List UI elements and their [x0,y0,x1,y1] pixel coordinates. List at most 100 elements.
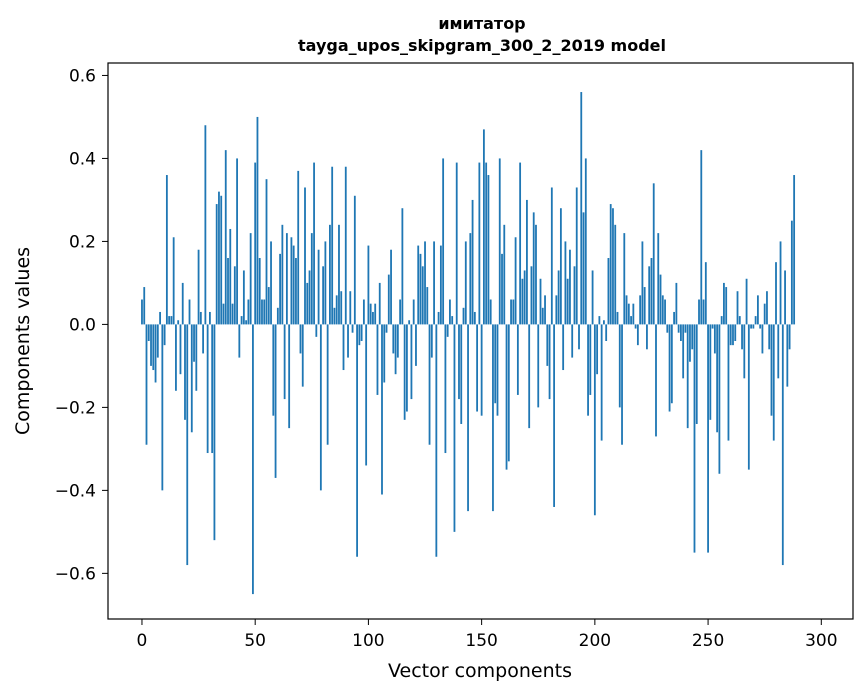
bar-230 [661,295,664,325]
x-tick-label: 200 [579,631,611,651]
bar-175 [537,324,540,408]
bar-67 [292,245,295,325]
bar-281 [777,324,780,379]
bar-207 [609,204,612,325]
bar-141 [460,324,463,424]
bar-146 [471,199,474,325]
bar-181 [550,187,553,325]
bar-188 [566,278,569,325]
bar-163 [510,299,512,325]
bar-85 [333,307,336,325]
bar-254 [716,324,719,433]
bar-238 [680,324,682,341]
bar-186 [562,324,565,371]
bar-282 [779,241,782,325]
bar-185 [559,208,562,325]
bar-40 [231,303,234,325]
bar-239 [682,324,685,379]
bar-211 [618,324,621,408]
bar-220 [639,295,642,325]
bar-16 [177,320,180,325]
bar-273 [759,324,762,329]
bar-161 [505,324,508,470]
bar-76 [313,162,315,325]
bar-227 [655,324,657,437]
bar-199 [591,270,594,325]
bar-51 [256,116,259,325]
bar-24 [195,324,198,391]
bar-147 [473,311,476,325]
bar-267 [745,278,748,325]
bar-57 [270,241,272,325]
bar-19 [184,324,186,420]
bar-95 [356,324,358,557]
bar-210 [616,311,619,325]
bar-39 [229,228,232,325]
bar-34 [218,191,220,325]
bar-37 [224,150,227,325]
bar-229 [659,274,662,325]
bar-82 [326,324,329,445]
bar-125 [424,241,426,325]
bar-127 [428,324,431,445]
chart-title: имитатор [438,14,525,33]
bar-28 [204,125,207,325]
bar-286 [788,324,791,350]
bar-160 [503,224,506,325]
bar-88 [340,291,343,325]
bar-113 [396,324,399,358]
bar-189 [569,249,571,325]
bar-63 [283,324,286,400]
bar-216 [630,316,632,325]
bar-74 [308,270,311,325]
bar-23 [193,324,195,362]
bar-228 [657,233,660,325]
bar-42 [236,158,238,325]
bar-105 [378,282,381,325]
bar-119 [410,324,413,400]
bar-243 [691,324,694,350]
bar-44 [240,316,243,325]
bar-107 [383,324,386,383]
bar-232 [666,324,669,333]
bar-142 [462,307,465,325]
bar-94 [353,195,356,325]
bar-106 [381,324,383,495]
bar-196 [584,158,587,325]
bar-78 [317,249,320,325]
bar-198 [589,324,592,395]
bar-104 [376,324,379,395]
bar-144 [467,324,469,512]
bar-221 [641,241,644,325]
bar-102 [372,311,374,325]
bar-177 [541,307,544,325]
y-tick-label: −0.6 [55,564,96,584]
bar-69 [297,170,300,325]
bar-66 [290,237,293,325]
bar-200 [593,324,596,516]
bar-84 [331,166,334,325]
bar-247 [700,150,703,325]
bar-279 [772,324,775,441]
bar-21 [188,299,191,325]
bar-143 [464,241,467,325]
y-axis-label: Components values [12,247,34,435]
bar-52 [258,258,261,325]
bar-278 [770,324,773,416]
bar-109 [387,274,390,325]
bar-170 [526,199,528,325]
bar-153 [487,175,490,325]
bar-117 [406,324,408,412]
x-tick-label: 0 [137,631,148,651]
bar-235 [673,311,676,325]
bar-91 [347,324,349,358]
bar-1 [143,287,146,325]
bar-218 [634,324,637,329]
bar-152 [485,162,488,325]
bar-209 [614,224,617,325]
bar-130 [435,324,438,557]
bar-248 [702,299,705,325]
bar-257 [723,282,725,325]
bar-138 [453,324,456,532]
